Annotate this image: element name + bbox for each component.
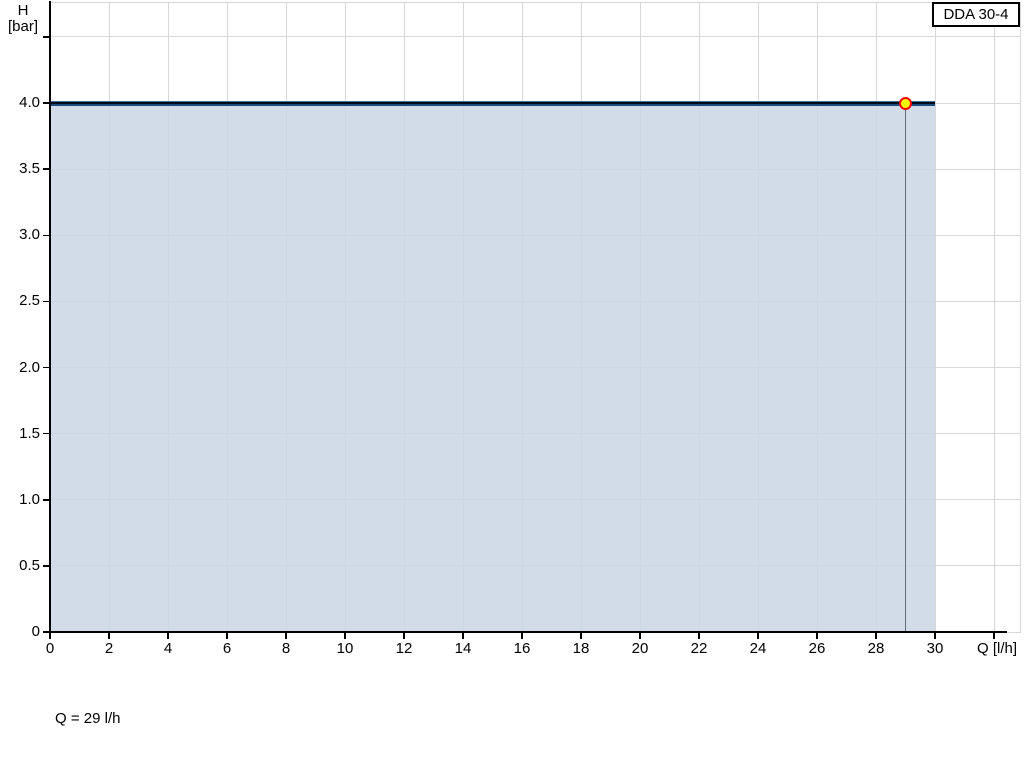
x-tick bbox=[285, 632, 287, 639]
x-tick bbox=[344, 632, 346, 639]
x-tick bbox=[698, 632, 700, 639]
x-axis-line bbox=[49, 631, 1007, 633]
y-tick-label: 2.5 bbox=[19, 292, 40, 310]
y-tick-label: 1.0 bbox=[19, 490, 40, 508]
y-tick bbox=[43, 631, 50, 633]
x-tick bbox=[521, 632, 523, 639]
plot-top-border bbox=[50, 2, 1021, 3]
x-tick bbox=[934, 632, 936, 639]
x-tick-label: 14 bbox=[454, 640, 472, 657]
x-tick bbox=[993, 632, 995, 639]
x-tick-label: 10 bbox=[336, 640, 354, 657]
operating-point-guide-line bbox=[904, 103, 907, 632]
y-tick-label: 4.0 bbox=[19, 94, 40, 111]
y-tick bbox=[43, 168, 50, 170]
x-tick-label: 22 bbox=[690, 640, 708, 657]
pump-model-badge: DDA 30-4 bbox=[932, 2, 1020, 27]
condition-flow: Q = 29 l/h bbox=[55, 710, 121, 727]
y-tick bbox=[43, 300, 50, 303]
y-tick-label: 3.5 bbox=[19, 160, 40, 178]
y-tick bbox=[43, 234, 50, 236]
x-tick-label: 20 bbox=[631, 640, 649, 657]
x-tick-label: 16 bbox=[513, 640, 531, 657]
x-tick bbox=[816, 632, 818, 639]
pump-curve-line[interactable] bbox=[50, 100, 935, 106]
x-gridline bbox=[993, 2, 995, 632]
y-tick-label: 1.5 bbox=[19, 424, 40, 442]
x-tick bbox=[226, 632, 228, 639]
x-tick bbox=[167, 632, 169, 639]
x-tick bbox=[875, 632, 877, 639]
plot-right-border bbox=[1020, 2, 1021, 632]
x-tick-label: 24 bbox=[749, 640, 767, 657]
operating-conditions: Q = 29 l/h H = 4 bar Pumped liquid = Wat… bbox=[55, 659, 347, 781]
y-gridline bbox=[50, 36, 1021, 38]
x-tick-label: 30 bbox=[926, 640, 944, 657]
y-tick bbox=[43, 432, 50, 435]
y-tick bbox=[43, 499, 50, 501]
x-tick bbox=[639, 632, 641, 639]
x-tick bbox=[757, 632, 759, 639]
y-tick-label: 3.0 bbox=[19, 226, 40, 244]
y-axis-line bbox=[49, 1, 51, 634]
x-gridline bbox=[934, 2, 936, 632]
y-tick-label: 2.0 bbox=[19, 358, 40, 376]
x-tick-label: 8 bbox=[281, 640, 291, 657]
y-tick bbox=[43, 366, 50, 369]
y-axis-title-unit: [bar] bbox=[7, 18, 38, 35]
x-tick bbox=[580, 632, 582, 639]
x-tick-label: 12 bbox=[395, 640, 413, 657]
y-tick-label: 0 bbox=[31, 623, 40, 640]
x-tick-label: 26 bbox=[808, 640, 826, 657]
x-tick bbox=[403, 632, 405, 639]
x-tick-label: 28 bbox=[867, 640, 885, 657]
operating-point-marker[interactable] bbox=[899, 96, 912, 110]
y-tick bbox=[43, 565, 50, 567]
pump-model-label: DDA 30-4 bbox=[943, 6, 1009, 23]
y-tick bbox=[43, 102, 50, 104]
x-tick-label: 0 bbox=[45, 640, 55, 657]
x-tick-label: 2 bbox=[104, 640, 114, 657]
y-tick bbox=[43, 36, 50, 38]
y-axis-title: H [bar] bbox=[0, 3, 46, 35]
y-axis-title-symbol: H bbox=[17, 2, 29, 19]
performance-area-fill bbox=[51, 105, 935, 631]
x-tick bbox=[49, 632, 51, 639]
y-tick-label: 0.5 bbox=[19, 556, 40, 574]
x-tick-label: 18 bbox=[572, 640, 590, 657]
x-tick-label: 4 bbox=[163, 640, 173, 657]
x-tick-label: 6 bbox=[222, 640, 232, 657]
x-tick bbox=[462, 632, 464, 639]
x-tick bbox=[108, 632, 110, 639]
x-axis-title: Q [l/h] bbox=[977, 640, 1018, 657]
